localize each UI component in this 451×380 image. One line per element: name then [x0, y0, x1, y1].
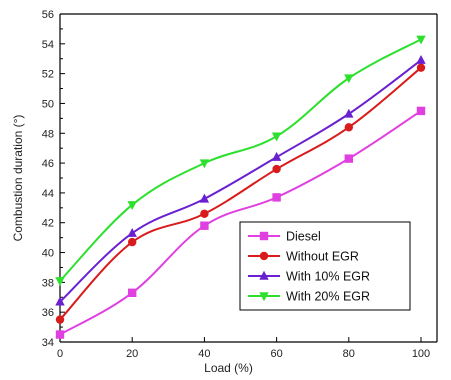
x-tick-label: 40 [198, 348, 210, 360]
legend: Diesel Without EGR With 10% EGR With 20% EG… [239, 221, 411, 311]
legend-label: With 10% EGR [286, 270, 370, 284]
data-point [344, 154, 353, 163]
y-tick-label: 52 [42, 69, 54, 81]
data-point [344, 108, 354, 118]
y-axis-title: Combustion duration (°) [11, 115, 25, 242]
legend-swatch-marker [259, 251, 269, 261]
series-layer [55, 35, 426, 339]
data-point [199, 193, 210, 203]
y-tick-label: 48 [42, 128, 54, 140]
data-point [416, 35, 426, 45]
data-point [200, 209, 209, 218]
series-without-egr [55, 63, 426, 324]
series-with-20-egr [55, 35, 426, 287]
y-tick-label: 44 [42, 188, 54, 200]
y-tick-label: 50 [42, 98, 54, 110]
series-with-10-egr [55, 55, 426, 306]
series-line [59, 66, 422, 321]
data-point [416, 106, 426, 116]
data-point [199, 159, 210, 169]
y-tick-label: 54 [42, 39, 54, 51]
legend-label: Without EGR [286, 250, 359, 264]
data-point [200, 221, 209, 230]
data-point [416, 55, 426, 64]
data-point [127, 227, 137, 237]
x-tick-label: 100 [412, 348, 430, 360]
series-line [59, 59, 422, 303]
ticks: 0 20 40 60 80 100 34 36 38 40 42 44 46 48 50 52 54 56 [42, 9, 430, 360]
data-point [272, 164, 281, 174]
y-tick-label: 34 [42, 337, 54, 349]
data-point [55, 315, 65, 324]
data-point [128, 237, 137, 247]
data-point [55, 330, 65, 339]
series-diesel [55, 106, 426, 339]
data-point [344, 123, 353, 132]
data-point [416, 63, 426, 72]
data-point [271, 132, 282, 142]
series-line [59, 110, 422, 336]
data-point [128, 288, 137, 297]
y-tick-label: 46 [42, 158, 54, 170]
data-point [344, 74, 354, 84]
legend-swatch-marker [259, 270, 269, 280]
legend-label: With 20% EGR [286, 290, 370, 304]
y-tick-label: 36 [42, 307, 54, 319]
x-tick-label: 0 [57, 348, 63, 360]
data-point [272, 193, 281, 202]
y-tick-label: 38 [42, 277, 54, 289]
series-line [59, 38, 422, 282]
legend-swatch-marker [259, 292, 269, 302]
y-tick-label: 40 [42, 248, 54, 260]
x-tick-label: 60 [270, 348, 282, 360]
data-point [55, 296, 65, 306]
data-point [55, 277, 65, 287]
x-tick-label: 20 [126, 348, 138, 360]
data-point [271, 151, 282, 161]
data-point [127, 201, 137, 211]
y-tick-label: 56 [42, 9, 54, 21]
x-axis-title: Load (%) [204, 361, 253, 375]
y-tick-label: 42 [42, 218, 54, 230]
legend-label: Diesel [286, 230, 321, 244]
legend-swatch-marker [259, 231, 269, 241]
x-tick-label: 80 [343, 348, 355, 360]
